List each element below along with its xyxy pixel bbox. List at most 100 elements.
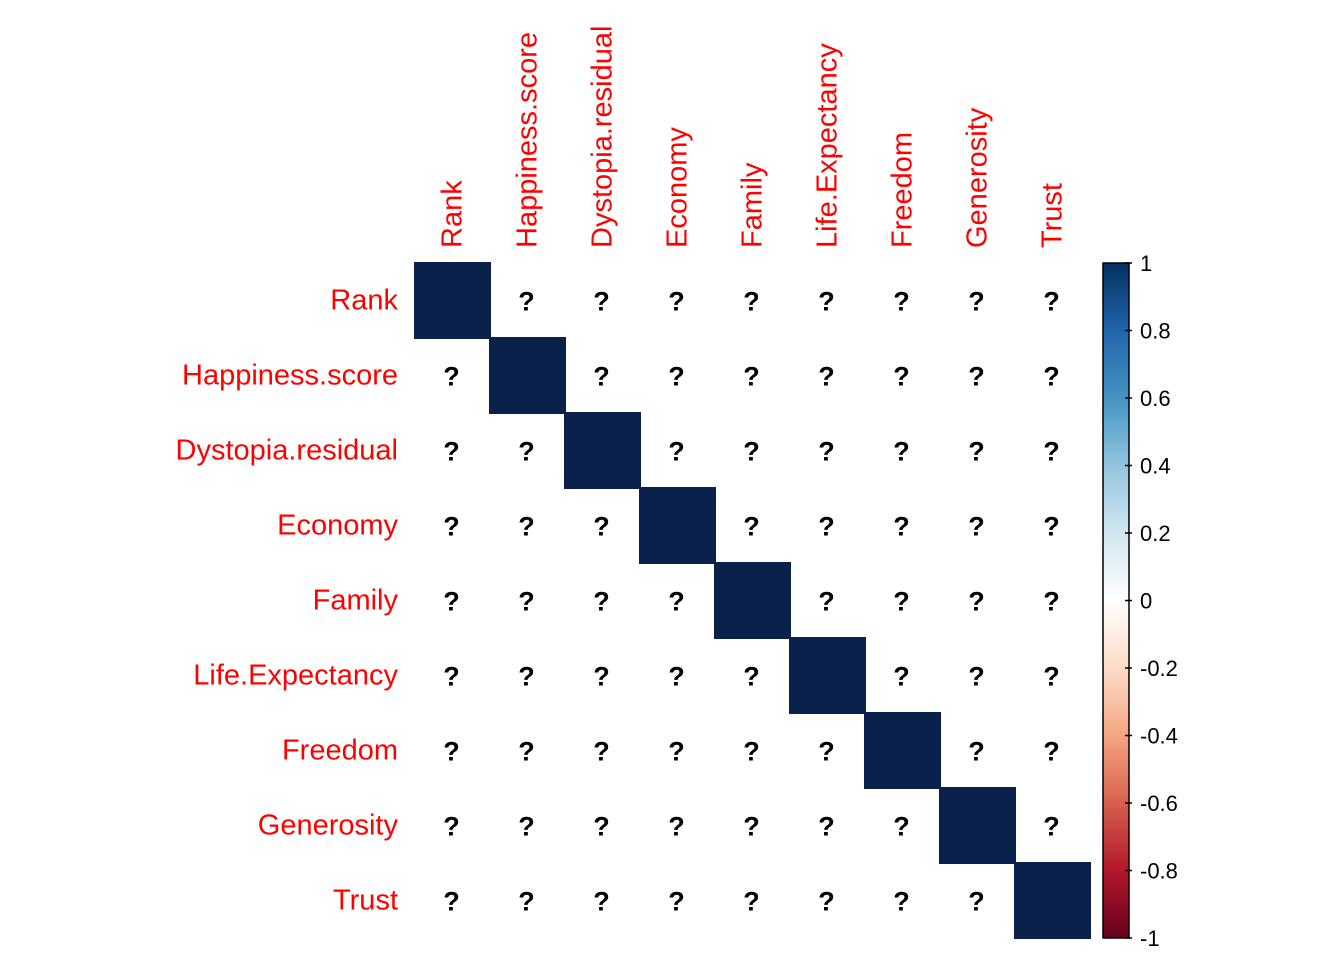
cell-economy-economy [639, 487, 716, 564]
cell-economy-life-expectancy-label: ? [818, 512, 835, 542]
colorbar-legend: 1 0.8 0.6 0.4 0.2 0 -0.2 -0.4 -0.6 -0.8 -1 [1102, 251, 1178, 951]
cell-family-freedom-label: ? [893, 587, 910, 617]
cell-rank-dystopia-residual-label: ? [593, 287, 610, 317]
cell-dystopia-residual-family-label: ? [743, 437, 760, 467]
cell-life-expectancy-economy-label: ? [668, 662, 685, 692]
cell-dystopia-residual-dystopia-residual [564, 412, 641, 489]
colorbar-tick-label: -1 [1140, 926, 1160, 951]
colorbar-tick-label: 0.6 [1140, 386, 1171, 411]
cell-freedom-happiness-score-label: ? [518, 737, 535, 767]
cell-life-expectancy-trust-label: ? [1043, 662, 1060, 692]
cell-dystopia-residual-life-expectancy-label: ? [818, 437, 835, 467]
cell-generosity-life-expectancy-label: ? [818, 812, 835, 842]
column-labels: Rank Happiness.score Dystopia.residual Econ… [437, 26, 1069, 248]
cell-trust-generosity-label: ? [968, 887, 985, 917]
cell-freedom-life-expectancy-label: ? [818, 737, 835, 767]
cell-family-life-expectancy-label: ? [818, 587, 835, 617]
cell-rank-trust-label: ? [1043, 287, 1060, 317]
cell-happiness-score-freedom-label: ? [893, 362, 910, 392]
cell-life-expectancy-freedom-label: ? [893, 662, 910, 692]
cell-freedom-family-label: ? [743, 737, 760, 767]
column-label-freedom: Freedom [887, 132, 919, 248]
cell-dystopia-residual-trust-label: ? [1043, 437, 1060, 467]
row-label-freedom: Freedom [282, 735, 398, 767]
row-label-generosity: Generosity [258, 810, 399, 842]
cell-rank-family-label: ? [743, 287, 760, 317]
colorbar-tick-label: 1 [1140, 251, 1152, 276]
cell-economy-happiness-score-label: ? [518, 512, 535, 542]
cell-trust-trust [1014, 862, 1091, 939]
cell-rank-economy-label: ? [668, 287, 685, 317]
cell-freedom-economy-label: ? [668, 737, 685, 767]
cell-rank-generosity-label: ? [968, 287, 985, 317]
cell-family-generosity-label: ? [968, 587, 985, 617]
cell-generosity-generosity [939, 787, 1016, 864]
cell-generosity-freedom-label: ? [893, 812, 910, 842]
cell-economy-rank-label: ? [443, 512, 460, 542]
colorbar-tick-label: -0.4 [1140, 724, 1178, 749]
cell-generosity-rank-label: ? [443, 812, 460, 842]
column-label-dystopia-residual: Dystopia.residual [587, 26, 619, 248]
cell-generosity-dystopia-residual-label: ? [593, 812, 610, 842]
cell-rank-life-expectancy-label: ? [818, 287, 835, 317]
cell-dystopia-residual-economy-label: ? [668, 437, 685, 467]
cell-happiness-score-happiness-score [489, 337, 566, 414]
colorbar-tick-label: 0.8 [1140, 319, 1171, 344]
cell-generosity-economy-label: ? [668, 812, 685, 842]
cell-life-expectancy-life-expectancy [789, 637, 866, 714]
cell-rank-freedom-label: ? [893, 287, 910, 317]
cell-dystopia-residual-happiness-score-label: ? [518, 437, 535, 467]
cell-happiness-score-economy-label: ? [668, 362, 685, 392]
cell-trust-happiness-score-label: ? [518, 887, 535, 917]
cell-family-trust-label: ? [1043, 587, 1060, 617]
colorbar-tick-label: -0.8 [1140, 859, 1178, 884]
row-label-family: Family [313, 585, 399, 617]
cell-trust-family-label: ? [743, 887, 760, 917]
cell-generosity-family-label: ? [743, 812, 760, 842]
column-label-generosity: Generosity [962, 107, 994, 248]
column-label-trust: Trust [1037, 183, 1069, 248]
cell-happiness-score-dystopia-residual-label: ? [593, 362, 610, 392]
cell-freedom-trust-label: ? [1043, 737, 1060, 767]
cell-family-happiness-score-label: ? [518, 587, 535, 617]
colorbar-gradient [1102, 262, 1130, 939]
cell-family-family [714, 562, 791, 639]
cell-happiness-score-rank-label: ? [443, 362, 460, 392]
cell-generosity-trust-label: ? [1043, 812, 1060, 842]
column-label-economy: Economy [662, 127, 694, 248]
cell-trust-life-expectancy-label: ? [818, 887, 835, 917]
cell-freedom-freedom [864, 712, 941, 789]
cell-trust-rank-label: ? [443, 887, 460, 917]
cell-economy-family-label: ? [743, 512, 760, 542]
cell-freedom-generosity-label: ? [968, 737, 985, 767]
row-labels: Rank Happiness.score Dystopia.residual Econ… [176, 285, 399, 917]
column-label-rank: Rank [437, 180, 469, 248]
row-label-happiness-score: Happiness.score [182, 360, 398, 392]
cell-trust-dystopia-residual-label: ? [593, 887, 610, 917]
cell-life-expectancy-happiness-score-label: ? [518, 662, 535, 692]
row-label-dystopia-residual: Dystopia.residual [176, 435, 398, 467]
cell-trust-economy-label: ? [668, 887, 685, 917]
colorbar-tick-label: 0 [1140, 589, 1152, 614]
cell-trust-freedom-label: ? [893, 887, 910, 917]
cell-freedom-rank-label: ? [443, 737, 460, 767]
cell-family-rank-label: ? [443, 587, 460, 617]
cell-dystopia-residual-rank-label: ? [443, 437, 460, 467]
cell-economy-generosity-label: ? [968, 512, 985, 542]
cell-freedom-dystopia-residual-label: ? [593, 737, 610, 767]
cell-family-dystopia-residual-label: ? [593, 587, 610, 617]
cell-family-economy-label: ? [668, 587, 685, 617]
cell-life-expectancy-dystopia-residual-label: ? [593, 662, 610, 692]
cell-dystopia-residual-generosity-label: ? [968, 437, 985, 467]
cell-happiness-score-life-expectancy-label: ? [818, 362, 835, 392]
colorbar-tick-label: -0.2 [1140, 656, 1178, 681]
row-label-life-expectancy: Life.Expectancy [193, 660, 398, 692]
row-label-trust: Trust [333, 885, 398, 917]
colorbar-tick-label: 0.4 [1140, 454, 1171, 479]
matrix-cells: ????????????????????????????????????????… [414, 262, 1091, 939]
colorbar-tick-label: -0.6 [1140, 791, 1178, 816]
row-label-economy: Economy [277, 510, 398, 542]
cell-economy-trust-label: ? [1043, 512, 1060, 542]
colorbar-tick-label: 0.2 [1140, 521, 1171, 546]
cell-happiness-score-generosity-label: ? [968, 362, 985, 392]
